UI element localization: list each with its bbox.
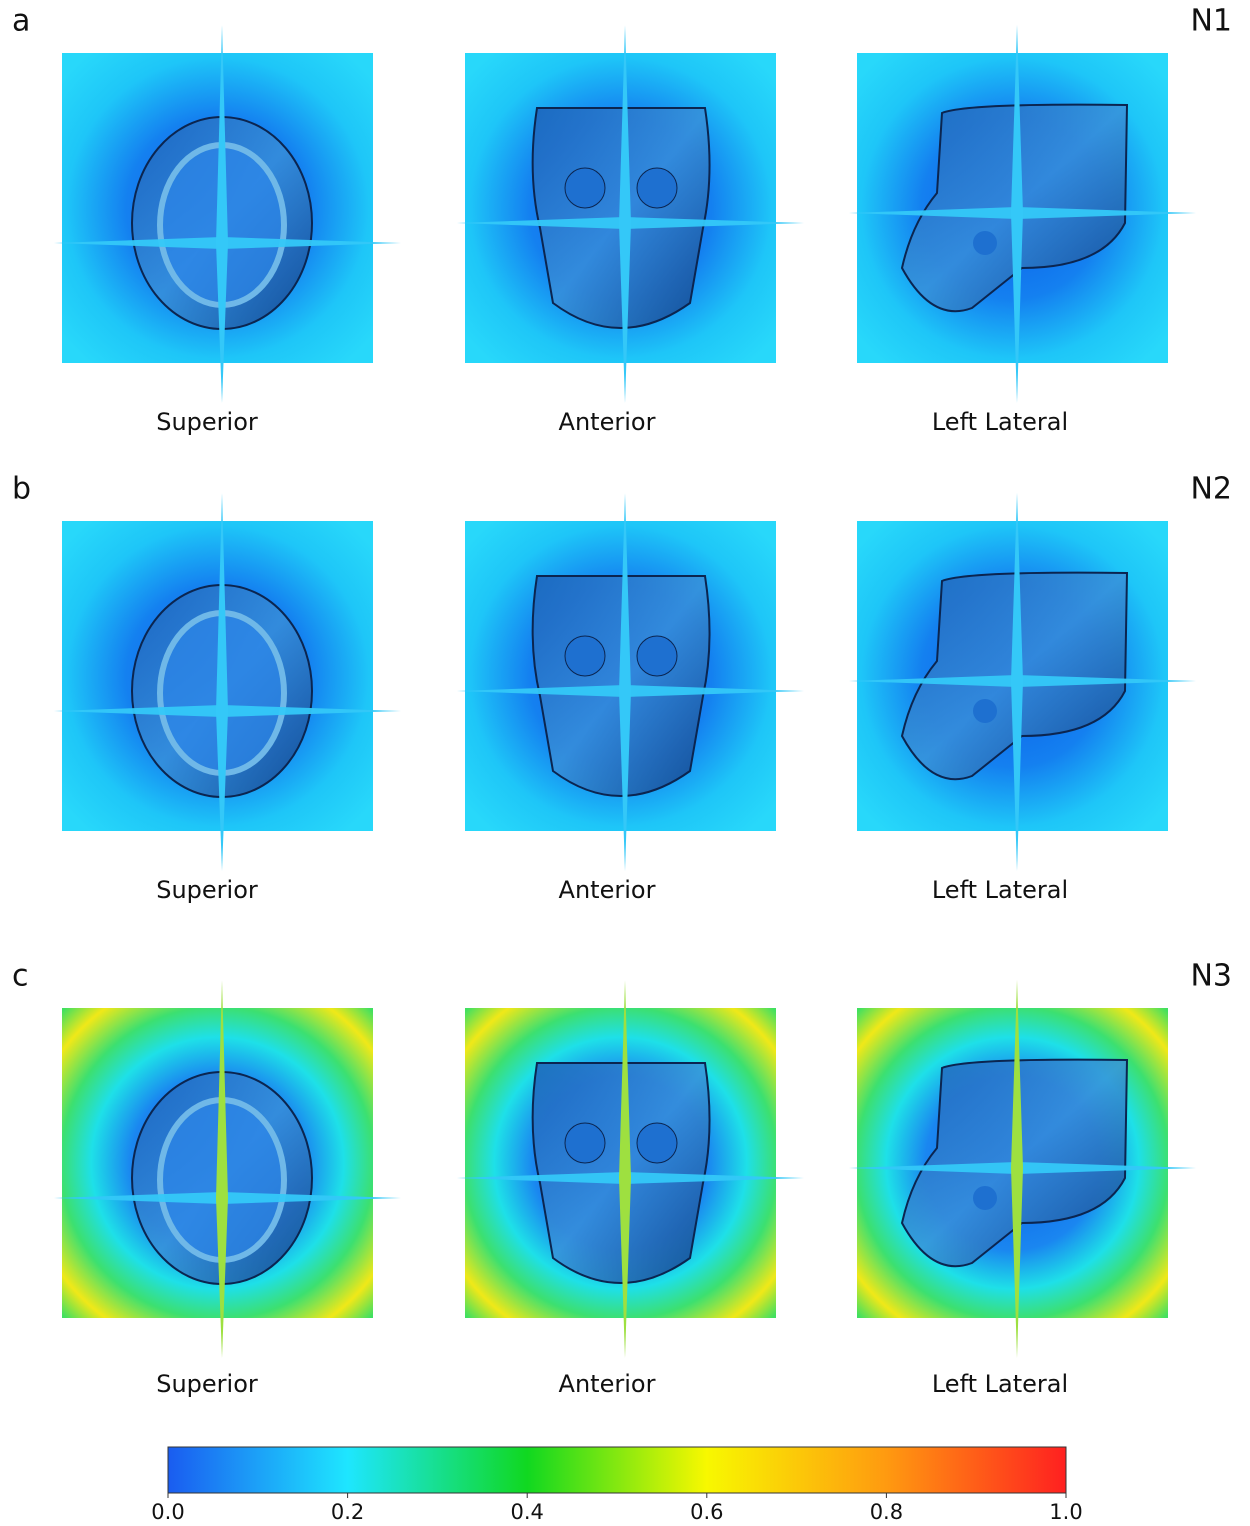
colorbar-tick-label: 0.4 (510, 1500, 543, 1524)
view-panel (54, 493, 401, 871)
view-panel (849, 493, 1196, 871)
view-panel (457, 493, 804, 871)
panel-letter: b (12, 472, 31, 507)
colorbar-tick-label: 0.6 (690, 1500, 723, 1524)
row-name: N3 (1190, 959, 1232, 994)
colorbar (168, 1447, 1066, 1493)
view-panel (849, 980, 1196, 1358)
view-panel (54, 25, 401, 403)
row-name: N1 (1190, 4, 1232, 39)
ear (973, 699, 997, 723)
view-caption: Superior (156, 1370, 258, 1398)
eye (565, 1123, 605, 1163)
panel-letter: c (12, 959, 29, 994)
eye (565, 636, 605, 676)
view-panel (457, 980, 804, 1358)
row-name: N2 (1190, 472, 1232, 507)
view-caption: Superior (156, 876, 258, 904)
eye (637, 636, 677, 676)
view-panel (457, 25, 804, 403)
page: a N1 Superior Anterior Left Lateral b N2 Superi… (0, 0, 1250, 1526)
view-panel (54, 980, 401, 1358)
view-caption: Superior (156, 408, 258, 436)
colorbar-tick-label: 0.8 (870, 1500, 903, 1524)
colorbar-tick-label: 0.2 (331, 1500, 364, 1524)
ear (973, 1186, 997, 1210)
colorbar-tick-label: 1.0 (1049, 1500, 1082, 1524)
view-caption: Left Lateral (932, 876, 1068, 904)
view-caption: Left Lateral (932, 1370, 1068, 1398)
colorbar-tick-label: 0.0 (151, 1500, 184, 1524)
eye (565, 168, 605, 208)
view-caption: Anterior (559, 1370, 656, 1398)
eye (637, 1123, 677, 1163)
view-caption: Anterior (559, 408, 656, 436)
view-caption: Left Lateral (932, 408, 1068, 436)
eye (637, 168, 677, 208)
figure: a N1 Superior Anterior Left Lateral b N2 Superi… (0, 0, 1250, 1526)
panel-letter: a (12, 4, 30, 39)
view-caption: Anterior (559, 876, 656, 904)
view-panel (849, 25, 1196, 403)
ear (973, 231, 997, 255)
